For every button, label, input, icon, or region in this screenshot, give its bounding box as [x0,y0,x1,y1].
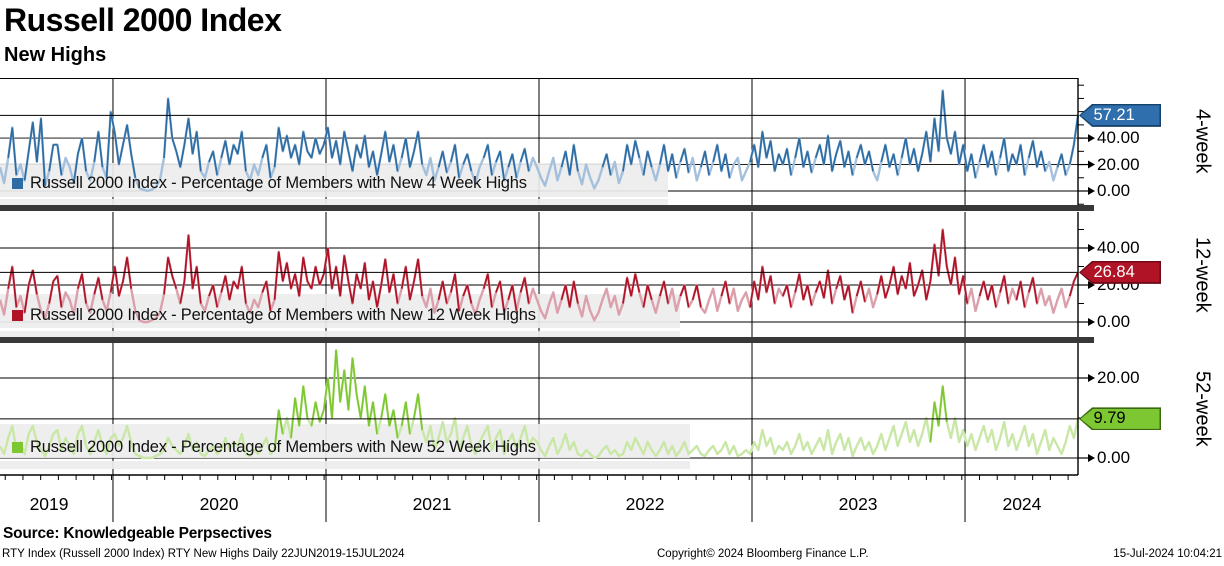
footer-copyright: Copyright© 2024 Bloomberg Finance L.P. [657,548,869,560]
x-axis-year-2020: 2020 [199,494,239,514]
legend-label-12-week: Russell 2000 Index - Percentage of Membe… [30,306,536,324]
tag-value: 26.84 [1080,262,1160,283]
panel-side-label-12-week: 12-week [1191,236,1214,313]
ytick-52-week-0.00: 0.00 [1097,448,1131,467]
x-axis-year-2019: 2019 [29,494,69,514]
ytick-52-week-20.00: 20.00 [1097,368,1140,387]
legend-12-week: Russell 2000 Index - Percentage of Membe… [12,306,536,325]
page-title: Russell 2000 Index [4,2,282,38]
panel-side-label-4-week: 4-week [1191,109,1214,174]
panel-52-week-plot [0,343,1095,475]
tag-value: 57.21 [1080,105,1160,126]
ytick-4-week-20.00: 20.00 [1097,154,1140,174]
x-axis-year-2021: 2021 [412,494,452,514]
x-axis-year-2022: 2022 [625,494,665,514]
legend-label-52-week: Russell 2000 Index - Percentage of Membe… [30,438,536,456]
tag-value: 9.79 [1080,408,1160,429]
page-subtitle: New Highs [4,44,107,66]
legend-swatch-red-icon [12,310,23,321]
panel-separator-2 [0,337,1094,343]
source-line: Source: Knowledgeable Perpsectives [3,525,272,542]
panel-12-week-plot [0,212,1095,337]
ytick-12-week-40.00: 40.00 [1097,238,1140,257]
ytick-12-week-0.00: 0.00 [1097,312,1131,331]
x-axis-year-2023: 2023 [838,494,878,514]
footer-ticker-info: RTY Index (Russell 2000 Index) RTY New H… [2,548,405,560]
legend-52-week: Russell 2000 Index - Percentage of Membe… [12,438,536,457]
ytick-4-week-0.00: 0.00 [1097,181,1131,200]
footer-timestamp: 15-Jul-2024 10:04:21 [1113,548,1222,560]
panel-side-label-52-week: 52-week [1191,371,1214,447]
last-value-tag-4-week: 57.21 [1079,103,1161,127]
last-value-tag-52-week: 9.79 [1079,407,1161,431]
last-value-tag-12-week: 26.84 [1079,260,1161,284]
legend-swatch-blue-icon [12,178,23,189]
ytick-4-week-40.00: 40.00 [1097,128,1140,148]
legend-4-week: Russell 2000 Index - Percentage of Membe… [12,174,527,193]
panel-4-week-plot [0,78,1095,205]
legend-swatch-green-icon [12,442,23,453]
legend-label-4-week: Russell 2000 Index - Percentage of Membe… [30,174,527,192]
panel-separator-1 [0,205,1094,211]
x-axis-year-2024: 2024 [1002,494,1042,514]
x-axis [0,474,1078,522]
